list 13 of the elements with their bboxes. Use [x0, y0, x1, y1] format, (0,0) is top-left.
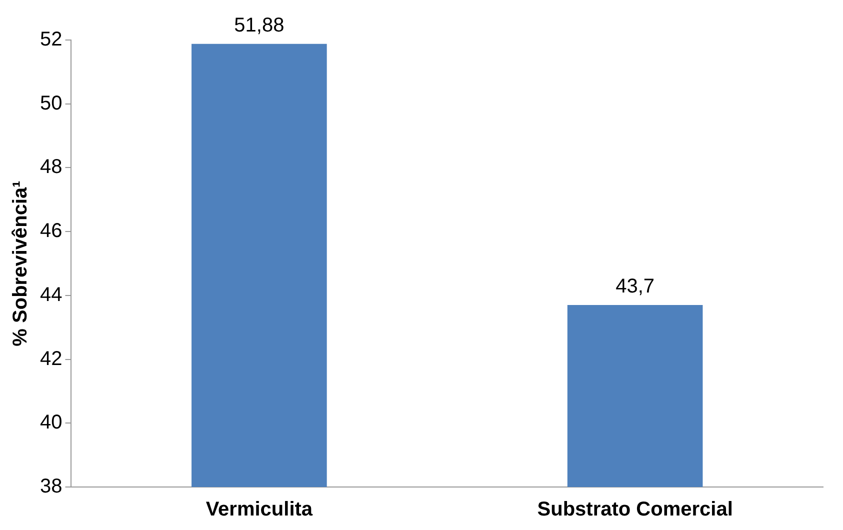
data-label: 43,7	[616, 276, 655, 298]
y-tick-label: 46	[40, 220, 62, 242]
y-tick-label: 44	[40, 284, 62, 306]
y-axis-title: % Sobrevivência¹	[10, 180, 32, 346]
y-tick-label: 38	[40, 476, 62, 498]
y-tick-label: 52	[40, 28, 62, 51]
x-tick-label: Substrato Comercial	[537, 498, 733, 521]
y-tick-label: 48	[40, 156, 62, 178]
y-tick-label: 40	[40, 412, 62, 434]
y-tick-label: 50	[40, 92, 62, 114]
y-tick-label: 42	[40, 348, 62, 370]
data-label: 51,88	[234, 14, 284, 36]
x-tick-label: Vermiculita	[206, 498, 314, 521]
